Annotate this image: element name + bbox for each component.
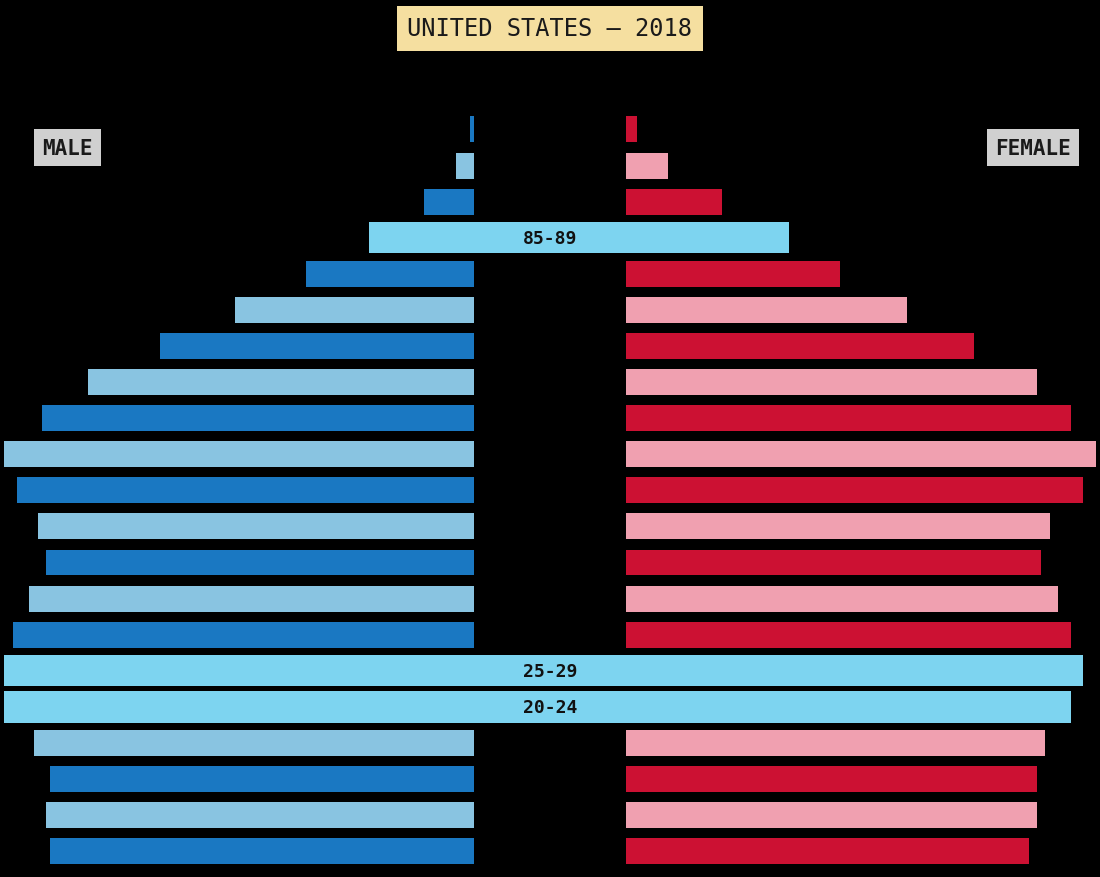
Bar	[626, 586, 1058, 612]
Text: 20-24: 20-24	[522, 698, 578, 716]
Bar	[626, 261, 839, 288]
Bar	[626, 297, 906, 324]
Bar	[626, 622, 1070, 648]
Bar	[307, 261, 474, 288]
Bar	[46, 802, 474, 828]
Bar	[455, 153, 474, 179]
Bar	[51, 838, 474, 864]
Bar	[626, 333, 975, 360]
Bar	[235, 297, 474, 324]
Bar	[626, 369, 1037, 396]
Bar	[626, 442, 1100, 467]
Bar	[4, 442, 474, 467]
Bar	[12, 622, 474, 648]
Bar	[626, 189, 722, 216]
Bar	[34, 730, 474, 756]
Bar	[626, 478, 1084, 503]
Bar	[626, 118, 637, 143]
Bar	[51, 766, 474, 792]
Bar	[42, 406, 474, 431]
Bar	[160, 333, 474, 360]
Bar	[46, 550, 474, 576]
Bar	[470, 118, 474, 143]
Text: 85-89: 85-89	[522, 230, 578, 247]
Bar	[30, 586, 474, 612]
Bar	[370, 223, 790, 254]
Bar	[0, 655, 1084, 687]
Bar	[626, 550, 1042, 576]
Bar	[626, 802, 1037, 828]
Text: MALE: MALE	[42, 139, 92, 159]
Bar	[4, 691, 1070, 723]
Bar	[626, 730, 1045, 756]
Bar	[626, 766, 1037, 792]
Bar	[626, 153, 668, 179]
Bar	[16, 478, 474, 503]
Bar	[626, 838, 1028, 864]
Bar	[424, 189, 474, 216]
Text: UNITED STATES – 2018: UNITED STATES – 2018	[407, 18, 693, 41]
Bar	[626, 406, 1070, 431]
Bar	[626, 514, 1049, 539]
Bar	[88, 369, 474, 396]
Text: FEMALE: FEMALE	[996, 139, 1070, 159]
Bar	[37, 514, 474, 539]
Text: 25-29: 25-29	[522, 662, 578, 680]
